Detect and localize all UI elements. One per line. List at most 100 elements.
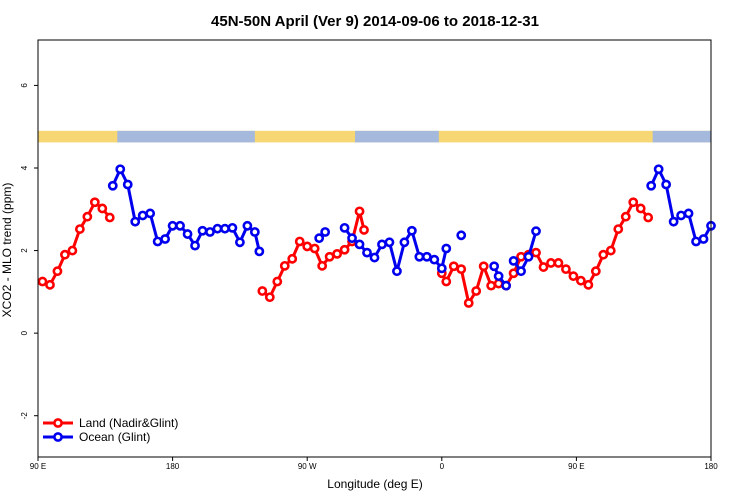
data-point <box>52 266 63 277</box>
data-point <box>605 245 616 256</box>
data-point <box>205 227 215 237</box>
data-point <box>369 252 380 263</box>
data-point <box>613 224 624 234</box>
y-tick-label: 0 <box>20 330 29 335</box>
data-point <box>167 220 178 231</box>
data-point <box>67 245 78 256</box>
data-point <box>429 254 440 265</box>
data-point <box>441 243 452 254</box>
data-point <box>471 286 482 296</box>
y-tick-label: 2 <box>20 248 29 253</box>
data-point <box>538 262 549 272</box>
data-point <box>175 220 185 231</box>
data-point <box>691 236 701 247</box>
x-tick-label: 90 W <box>298 462 317 471</box>
data-point <box>683 208 694 219</box>
x-tick-label: 90 E <box>30 462 46 471</box>
data-point <box>661 179 672 190</box>
data-point <box>421 251 432 262</box>
data-point <box>384 237 395 248</box>
data-point <box>508 268 519 279</box>
series-land <box>37 197 654 308</box>
data-point <box>676 210 686 221</box>
data-point <box>130 216 141 227</box>
data-point <box>37 276 48 287</box>
data-point <box>489 261 500 272</box>
data-point <box>197 225 208 236</box>
data-point <box>359 225 369 235</box>
data-point <box>60 249 70 260</box>
data-point <box>227 222 238 233</box>
data-point <box>317 260 328 271</box>
x-tick-label: 0 <box>440 462 445 471</box>
data-point <box>294 236 305 247</box>
legend-label: Land (Nadir&Glint) <box>79 416 178 430</box>
data-point <box>643 212 654 223</box>
data-point <box>302 241 313 252</box>
data-point <box>249 227 260 237</box>
data-point <box>104 212 115 223</box>
x-tick-label: 180 <box>704 462 718 471</box>
data-point <box>583 279 594 290</box>
y-tick-label: 6 <box>20 83 29 88</box>
data-point <box>160 234 171 244</box>
legend: Land (Nadir&Glint)Ocean (Glint) <box>43 416 178 444</box>
data-point <box>668 216 679 227</box>
y-tick-label: 4 <box>20 165 29 170</box>
data-point <box>553 258 564 268</box>
ocean-band <box>117 130 255 143</box>
ocean-band <box>652 130 711 143</box>
legend-label: Ocean (Glint) <box>79 430 150 444</box>
data-point <box>309 243 320 254</box>
data-point <box>377 239 387 250</box>
data-point <box>575 275 586 286</box>
legend-marker <box>53 432 63 442</box>
data-point <box>97 203 108 214</box>
y-tick-label: -2 <box>20 412 29 420</box>
data-point <box>272 276 283 287</box>
data-point <box>242 220 253 231</box>
series-line <box>343 226 448 273</box>
data-point <box>314 233 325 244</box>
data-point <box>486 280 497 291</box>
data-point <box>478 261 489 272</box>
data-point <box>463 298 474 308</box>
data-point <box>324 251 335 262</box>
x-axis-label: Longitude (deg E) <box>327 477 422 491</box>
data-point <box>122 179 133 190</box>
plot-frame <box>37 39 712 458</box>
data-point <box>354 206 365 217</box>
data-point <box>590 266 601 277</box>
data-point <box>399 237 410 248</box>
x-tick-label: 180 <box>166 462 180 471</box>
data-point <box>414 251 425 262</box>
data-point <box>182 229 193 239</box>
data-point <box>516 251 526 262</box>
ocean-band <box>355 130 439 143</box>
data-point <box>406 225 417 236</box>
data-point <box>362 247 372 258</box>
data-point <box>456 264 467 275</box>
data-point <box>190 240 200 251</box>
series-line <box>41 200 111 287</box>
data-point <box>339 222 350 233</box>
data-point <box>220 223 230 234</box>
data-point <box>234 237 245 248</box>
data-point <box>89 197 100 208</box>
data-point <box>531 226 541 237</box>
data-point <box>332 248 343 259</box>
data-point <box>620 211 631 222</box>
data-point <box>287 253 298 264</box>
data-point <box>347 233 357 244</box>
data-point <box>436 263 447 274</box>
data-point <box>45 279 55 290</box>
data-point <box>448 261 459 272</box>
data-point <box>531 247 541 258</box>
chart-title: 45N-50N April (Ver 9) 2014-09-06 to 2018… <box>211 13 539 30</box>
series-line <box>512 230 538 273</box>
data-point <box>257 286 268 296</box>
data-point <box>653 164 664 175</box>
landmask-strip <box>38 130 711 143</box>
data-point <box>115 164 126 175</box>
data-point <box>441 276 452 287</box>
